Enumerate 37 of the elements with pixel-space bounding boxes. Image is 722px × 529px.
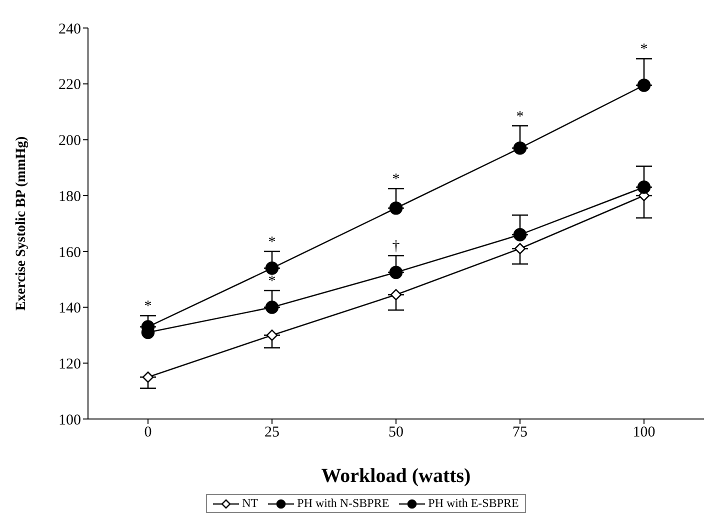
x-tick-label: 0 <box>144 424 152 441</box>
x-tick-label: 75 <box>512 424 528 441</box>
point <box>514 242 526 254</box>
annotation: † <box>392 238 400 255</box>
legend-label: PH with E-SBPRE <box>428 496 519 511</box>
x-axis-title: Workload (watts) <box>321 465 471 487</box>
point <box>389 201 403 215</box>
y-tick-label: 200 <box>58 133 81 150</box>
annotation: * <box>268 234 276 250</box>
point <box>389 266 403 280</box>
x-tick-label: 50 <box>388 424 404 441</box>
y-tick-label: 120 <box>58 356 81 372</box>
annotation: * <box>268 274 276 290</box>
y-tick-label: 220 <box>58 77 81 94</box>
y-tick-label: 180 <box>58 188 81 205</box>
y-tick-label: 140 <box>58 300 81 317</box>
x-tick-label: 100 <box>632 424 656 441</box>
point <box>513 141 527 155</box>
y-tick-label: 100 <box>58 412 81 428</box>
point <box>142 371 154 383</box>
annotation: * <box>392 172 400 188</box>
point <box>265 300 279 314</box>
y-tick-label: 240 <box>58 21 81 38</box>
point <box>513 228 527 242</box>
annotation: * <box>144 298 152 315</box>
y-axis-title: Exercise Systolic BP (mmHg) <box>14 136 29 311</box>
annotation: * <box>516 108 524 125</box>
point <box>390 289 402 300</box>
point <box>265 262 279 275</box>
legend-label: NT <box>242 496 258 511</box>
x-tick-label: 25 <box>264 424 280 441</box>
point <box>637 78 651 92</box>
point <box>637 180 651 194</box>
point <box>266 330 278 341</box>
annotation: * <box>640 42 648 58</box>
legend-label: PH with N-SBPRE <box>297 496 390 511</box>
y-tick-label: 160 <box>58 244 81 261</box>
